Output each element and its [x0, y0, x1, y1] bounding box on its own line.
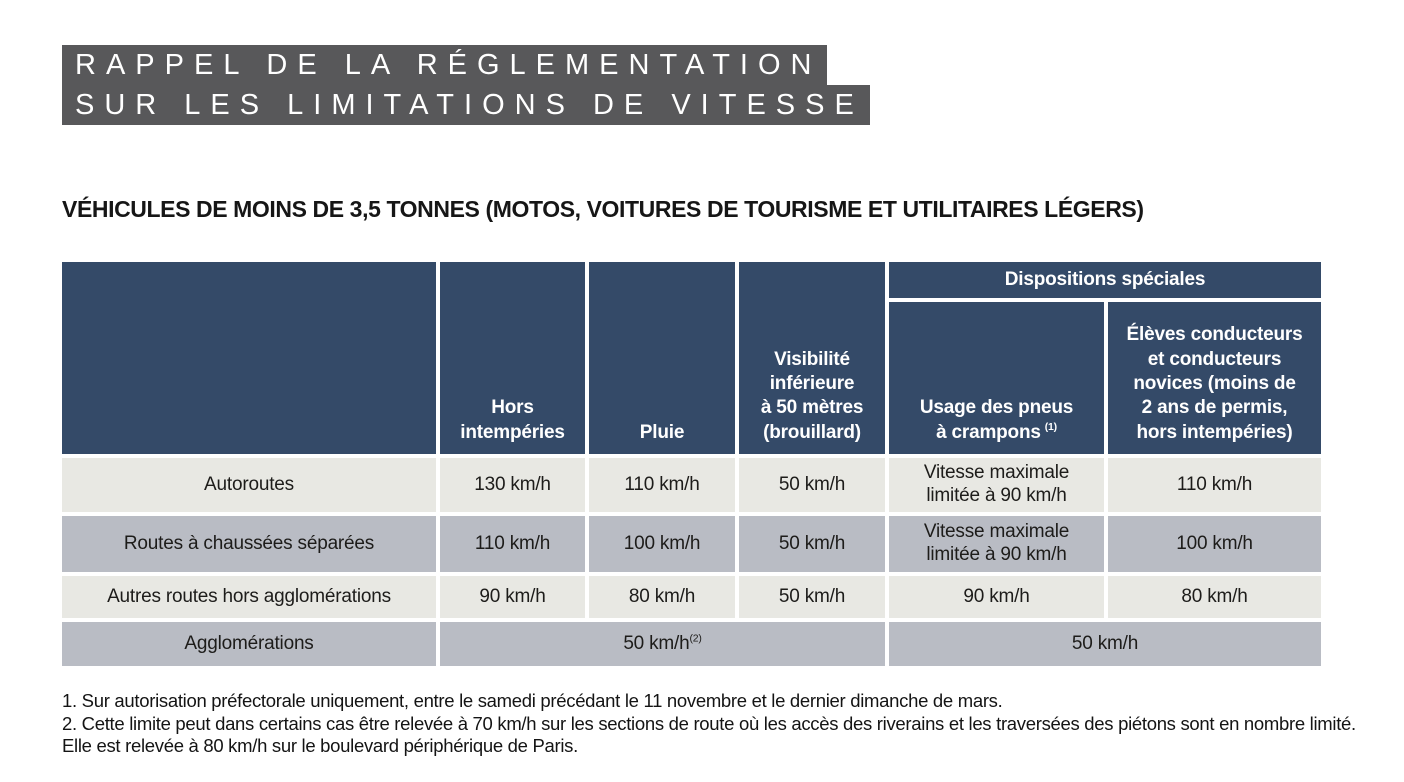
cell-chaussees-hors: 110 km/h — [436, 512, 589, 576]
header-eleves-conducteurs: Élèves conducteurs et conducteurs novice… — [1104, 298, 1325, 458]
title-line-1: RAPPEL DE LA RÉGLEMENTATION — [62, 45, 828, 85]
cell-chaussees-pluie: 100 km/h — [585, 512, 739, 576]
cell-autres-visibilite: 50 km/h — [735, 572, 889, 622]
title-banner: RAPPEL DE LA RÉGLEMENTATION SUR LES LIMI… — [62, 45, 870, 125]
title-line-2: SUR LES LIMITATIONS DE VITESSE — [62, 85, 870, 125]
footnote-ref-1: (1) — [1044, 422, 1057, 434]
cell-autres-pneus: 90 km/h — [885, 572, 1108, 622]
row-label-autres-routes: Autres routes hors agglomérations — [58, 572, 440, 622]
cell-agglomerations-merged-left: 50 km/h(2) — [436, 618, 889, 670]
cell-autres-pluie: 80 km/h — [585, 572, 739, 622]
header-dispositions-speciales: Dispositions spéciales — [885, 258, 1325, 302]
row-label-agglomerations: Agglomérations — [58, 618, 440, 670]
header-hors-intemperies: Hors intempéries — [436, 258, 589, 458]
cell-autres-hors: 90 km/h — [436, 572, 589, 622]
cell-autoroutes-hors: 130 km/h — [436, 454, 589, 516]
cell-chaussees-eleves: 100 km/h — [1104, 512, 1325, 576]
cell-autoroutes-visibilite: 50 km/h — [735, 454, 889, 516]
footnote-ref-2: (2) — [689, 633, 702, 645]
section-subtitle: VÉHICULES DE MOINS DE 3,5 TONNES (MOTOS,… — [62, 196, 1144, 222]
agglomerations-left-value: 50 km/h — [623, 632, 690, 654]
table-row-autoroutes: Autoroutes 130 km/h 110 km/h 50 km/h Vit… — [58, 454, 1325, 516]
table-row-autres-routes: Autres routes hors agglomérations 90 km/… — [58, 572, 1325, 622]
table-row-agglomerations: Agglomérations 50 km/h(2) 50 km/h — [58, 618, 1325, 670]
footnote-1: 1. Sur autorisation préfectorale uniquem… — [62, 690, 1003, 711]
header-pluie: Pluie — [585, 258, 739, 458]
cell-autoroutes-pneus: Vitesse maximale limitée à 90 km/h — [885, 454, 1108, 516]
cell-autoroutes-eleves: 110 km/h — [1104, 454, 1325, 516]
row-label-chaussees-separees: Routes à chaussées séparées — [58, 512, 440, 576]
header-pneus-crampons: Usage des pneus à crampons (1) — [885, 298, 1108, 458]
header-empty-cell — [58, 258, 440, 458]
cell-chaussees-visibilite: 50 km/h — [735, 512, 889, 576]
cell-autres-eleves: 80 km/h — [1104, 572, 1325, 622]
table-header: Hors intempéries Pluie Visibilité inféri… — [58, 258, 1325, 458]
cell-autoroutes-pluie: 110 km/h — [585, 454, 739, 516]
cell-agglomerations-merged-right: 50 km/h — [885, 618, 1325, 670]
footnote-2: 2. Cette limite peut dans certains cas ê… — [62, 712, 1356, 757]
header-visibilite: Visibilité inférieure à 50 mètres (broui… — [735, 258, 889, 458]
speed-limits-table: Hors intempéries Pluie Visibilité inféri… — [58, 258, 1325, 670]
footnotes: 1. Sur autorisation préfectorale uniquem… — [62, 690, 1362, 758]
cell-chaussees-pneus: Vitesse maximale limitée à 90 km/h — [885, 512, 1108, 576]
header-pneus-label: Usage des pneus à crampons — [919, 397, 1074, 443]
table-row-chaussees-separees: Routes à chaussées séparées 110 km/h 100… — [58, 512, 1325, 576]
row-label-autoroutes: Autoroutes — [58, 454, 440, 516]
